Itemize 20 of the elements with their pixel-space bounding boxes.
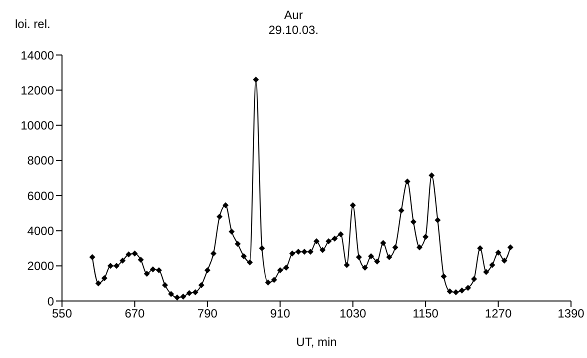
x-tick-label: 1390 [558, 306, 585, 321]
y-tick-label: 0 [47, 294, 54, 308]
x-tick-label: 1030 [340, 306, 367, 321]
x-axis-title: UT, min [296, 335, 337, 349]
y-tick-label: 6000 [27, 188, 54, 203]
y-tick-label: 14000 [20, 48, 54, 62]
x-tick-label: 670 [124, 306, 146, 321]
chart-title: Aur [284, 8, 303, 22]
y-tick-label: 12000 [20, 83, 54, 98]
y-tick-label: 8000 [27, 154, 54, 168]
x-tick-label: 910 [270, 306, 290, 321]
chart-subtitle: 29.10.03. [268, 23, 319, 37]
y-tick-label: 10000 [20, 118, 54, 133]
y-axis-title: loi. rel. [15, 17, 50, 31]
x-tick-label: 1150 [412, 306, 439, 321]
y-tick-label: 4000 [27, 224, 54, 238]
x-tick-label: 1270 [484, 306, 512, 321]
x-tick-label: 790 [197, 306, 218, 321]
y-tick-label: 2000 [27, 259, 54, 274]
x-tick-label: 550 [52, 306, 72, 321]
